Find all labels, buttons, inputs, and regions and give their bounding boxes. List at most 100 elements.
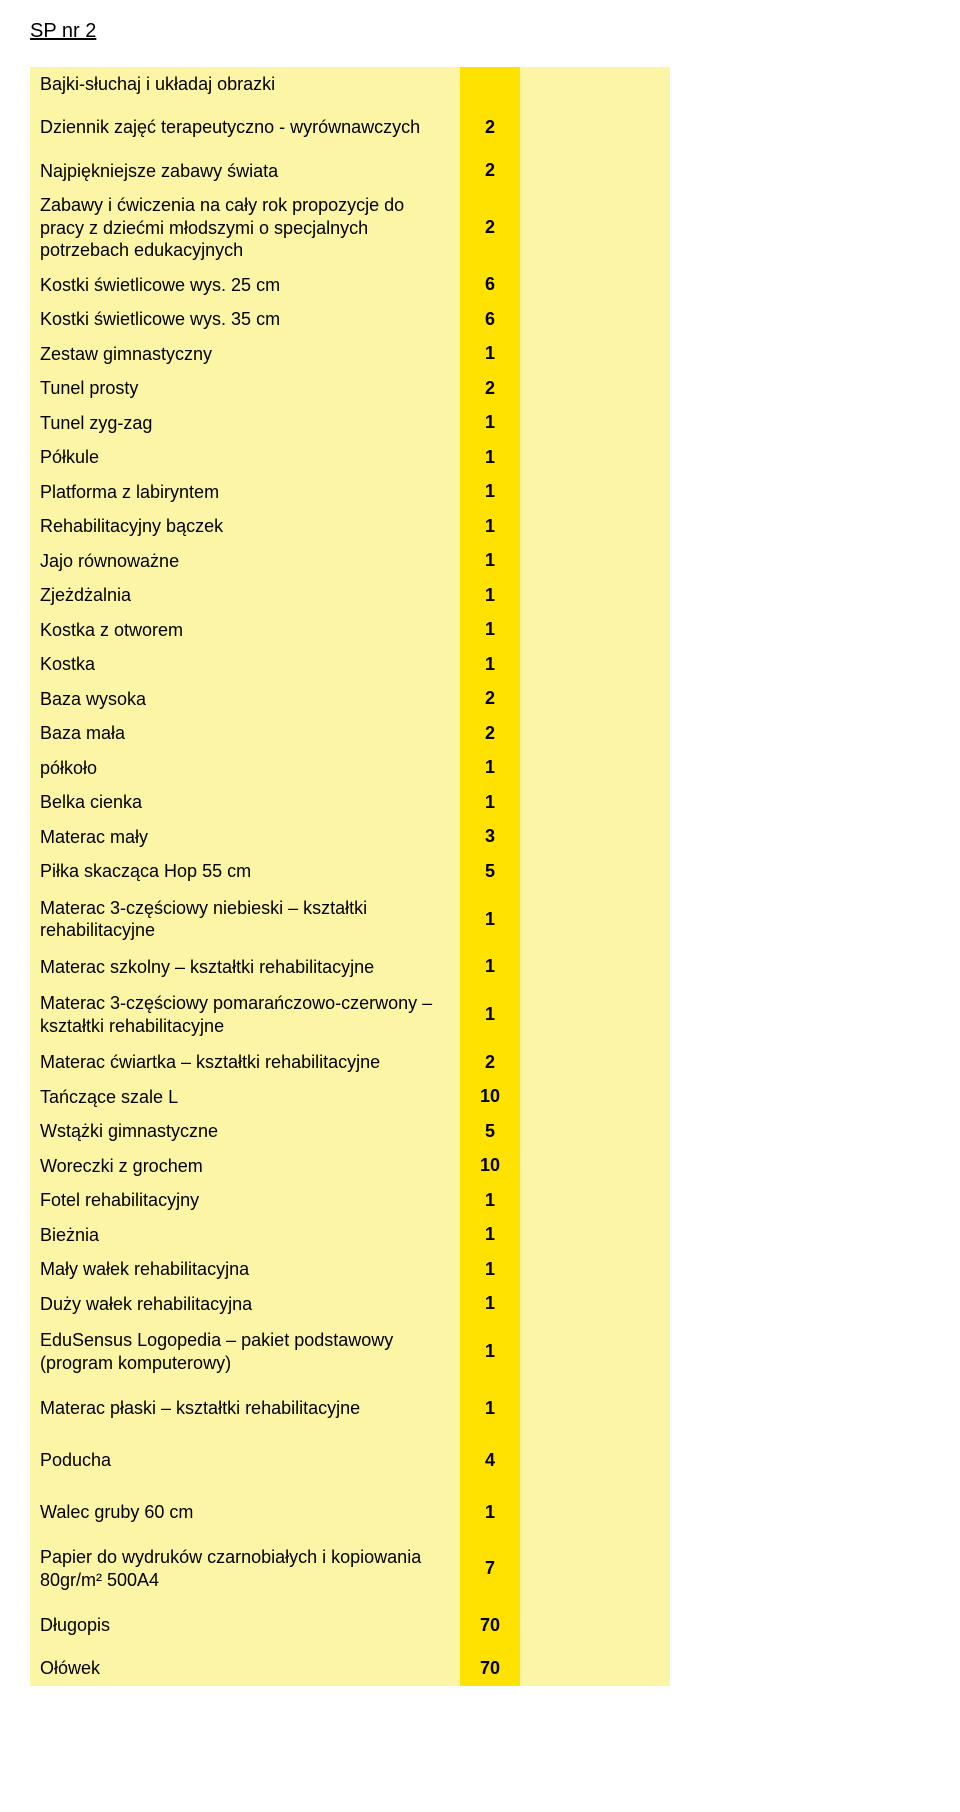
row-value: 1 — [460, 1218, 520, 1253]
row-blank — [600, 406, 670, 441]
row-blank — [600, 1183, 670, 1218]
row-value: 2 — [460, 188, 520, 268]
row-label: Materac 3-częściowy pomarańczowo-czerwon… — [30, 984, 460, 1045]
row-blank — [600, 544, 670, 579]
row-blank — [520, 302, 600, 337]
row-blank — [520, 613, 600, 648]
table-row: Baza mała2 — [30, 716, 670, 751]
row-value: 4 — [460, 1434, 520, 1486]
row-value: 1 — [460, 984, 520, 1045]
row-blank — [600, 820, 670, 855]
row-value: 1 — [460, 1321, 520, 1382]
table-row: Bajki-słuchaj i układaj obrazki — [30, 67, 670, 102]
row-blank — [520, 188, 600, 268]
row-blank — [600, 751, 670, 786]
row-blank — [600, 1321, 670, 1382]
row-label: Poducha — [30, 1434, 460, 1486]
row-blank — [600, 578, 670, 613]
row-label: Fotel rehabilitacyjny — [30, 1183, 460, 1218]
row-label: Zestaw gimnastyczny — [30, 337, 460, 372]
table-row: Papier do wydruków czarnobiałych i kopio… — [30, 1538, 670, 1599]
row-blank — [600, 1218, 670, 1253]
row-label: Rehabilitacyjny bączek — [30, 509, 460, 544]
table-row: Mały wałek rehabilitacyjna1 — [30, 1252, 670, 1287]
table-row: Bieżnia1 — [30, 1218, 670, 1253]
table-row: Poducha4 — [30, 1434, 670, 1486]
table-row: Kostki świetlicowe wys. 35 cm6 — [30, 302, 670, 337]
row-blank — [600, 854, 670, 889]
row-blank — [600, 302, 670, 337]
row-label: Kostka z otworem — [30, 613, 460, 648]
row-value: 5 — [460, 854, 520, 889]
row-label: Piłka skacząca Hop 55 cm — [30, 854, 460, 889]
row-value: 70 — [460, 1599, 520, 1651]
table-row: Materac ćwiartka – kształtki rehabilitac… — [30, 1045, 670, 1080]
row-blank — [600, 716, 670, 751]
row-label: Ołówek — [30, 1651, 460, 1686]
row-blank — [600, 785, 670, 820]
row-blank — [520, 440, 600, 475]
row-blank — [520, 1080, 600, 1115]
row-blank — [600, 1599, 670, 1651]
row-label: EduSensus Logopedia – pakiet podstawowy … — [30, 1321, 460, 1382]
row-label: Materac ćwiartka – kształtki rehabilitac… — [30, 1045, 460, 1080]
row-blank — [600, 1114, 670, 1149]
table-row: Platforma z labiryntem1 — [30, 475, 670, 510]
row-value: 6 — [460, 268, 520, 303]
row-blank — [520, 854, 600, 889]
row-value: 1 — [460, 647, 520, 682]
row-value: 1 — [460, 337, 520, 372]
row-blank — [600, 1434, 670, 1486]
row-blank — [600, 1045, 670, 1080]
row-blank — [600, 984, 670, 1045]
table-row: Wstążki gimnastyczne5 — [30, 1114, 670, 1149]
row-blank — [600, 950, 670, 985]
row-label: Materac szkolny – kształtki rehabilitacy… — [30, 950, 460, 985]
table-row: Fotel rehabilitacyjny1 — [30, 1183, 670, 1218]
row-value: 5 — [460, 1114, 520, 1149]
row-blank — [600, 1538, 670, 1599]
row-blank — [600, 509, 670, 544]
row-blank — [520, 1382, 600, 1434]
row-label: Baza wysoka — [30, 682, 460, 717]
row-blank — [520, 1045, 600, 1080]
row-value: 3 — [460, 820, 520, 855]
row-value: 1 — [460, 578, 520, 613]
row-label: Tunel zyg-zag — [30, 406, 460, 441]
row-blank — [520, 475, 600, 510]
row-label: Zabawy i ćwiczenia na cały rok propozycj… — [30, 188, 460, 268]
row-value: 1 — [460, 751, 520, 786]
row-value: 10 — [460, 1149, 520, 1184]
row-blank — [520, 1287, 600, 1322]
row-label: Długopis — [30, 1599, 460, 1651]
row-blank — [520, 1183, 600, 1218]
table-row: Tunel zyg-zag1 — [30, 406, 670, 441]
row-value: 7 — [460, 1538, 520, 1599]
row-label: Belka cienka — [30, 785, 460, 820]
row-label: Baza mała — [30, 716, 460, 751]
row-blank — [520, 1321, 600, 1382]
row-value: 1 — [460, 889, 520, 950]
table-row: Zestaw gimnastyczny1 — [30, 337, 670, 372]
row-label: Materac płaski – kształtki rehabilitacyj… — [30, 1382, 460, 1434]
table-row: Zjeżdżalnia1 — [30, 578, 670, 613]
row-blank — [520, 820, 600, 855]
row-value: 10 — [460, 1080, 520, 1115]
table-row: Długopis70 — [30, 1599, 670, 1651]
row-value: 1 — [460, 1183, 520, 1218]
row-value: 2 — [460, 1045, 520, 1080]
row-value: 1 — [460, 509, 520, 544]
row-blank — [520, 544, 600, 579]
row-blank — [520, 1486, 600, 1538]
table-row: Baza wysoka2 — [30, 682, 670, 717]
row-label: Kostki świetlicowe wys. 25 cm — [30, 268, 460, 303]
row-blank — [600, 647, 670, 682]
row-blank — [520, 785, 600, 820]
row-blank — [520, 682, 600, 717]
row-label: Dziennik zajęć terapeutyczno - wyrównawc… — [30, 102, 460, 154]
table-row: Woreczki z grochem10 — [30, 1149, 670, 1184]
row-blank — [520, 1599, 600, 1651]
row-value: 1 — [460, 785, 520, 820]
row-blank — [520, 102, 600, 154]
row-blank — [600, 1149, 670, 1184]
